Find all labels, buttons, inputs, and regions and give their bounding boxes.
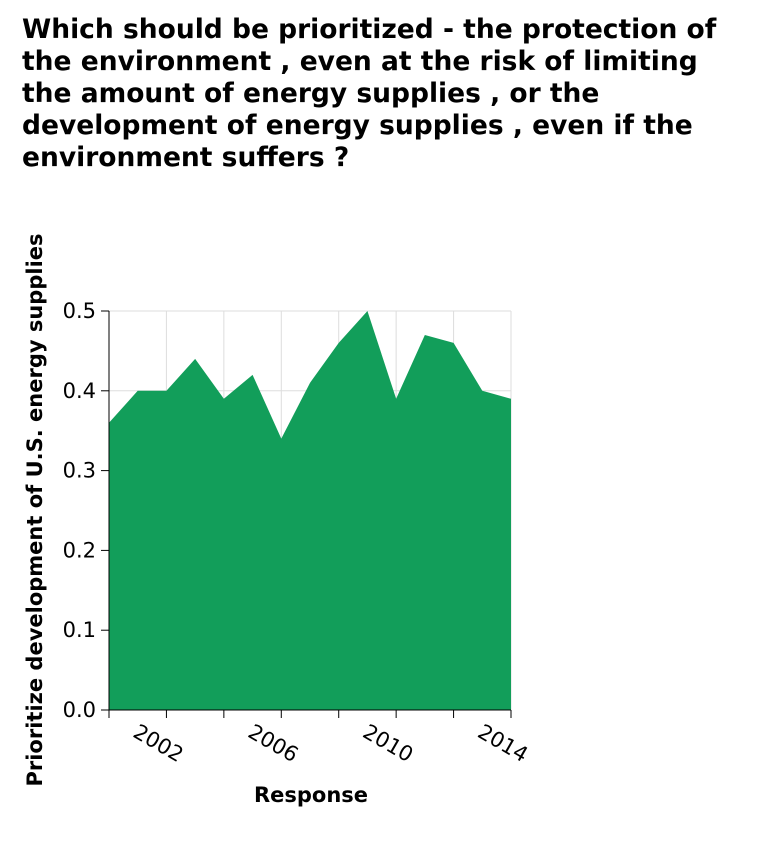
data-point <box>279 437 283 441</box>
y-tick-label: 0.5 <box>63 299 96 323</box>
data-point <box>509 397 513 401</box>
area-series <box>109 309 513 710</box>
y-axis-label: Prioritize development of U.S. energy su… <box>23 233 47 786</box>
axes <box>108 311 511 711</box>
data-point <box>251 373 255 377</box>
y-tick-label: 0.3 <box>63 459 96 483</box>
data-point <box>222 397 226 401</box>
x-axis-ticks: 2002 2006 2010 2014 <box>108 710 532 768</box>
data-point <box>193 357 197 361</box>
y-tick-label: 0.2 <box>63 538 96 562</box>
data-point <box>337 341 341 345</box>
data-point <box>480 389 484 393</box>
data-point <box>452 341 456 345</box>
data-point <box>423 333 427 337</box>
data-point <box>308 381 312 385</box>
data-point <box>394 397 398 401</box>
x-tick-label: 2014 <box>474 720 532 768</box>
y-axis-ticks: 0.0 0.1 0.2 0.3 0.4 0.5 <box>63 299 109 722</box>
x-axis-label: Response <box>254 783 368 807</box>
y-tick-label: 0.1 <box>63 618 96 642</box>
y-tick-label: 0.0 <box>63 698 96 722</box>
data-point <box>365 309 369 313</box>
data-point <box>136 389 140 393</box>
chart-title: Which should be prioritized - the protec… <box>22 14 717 173</box>
area-fill <box>109 311 511 710</box>
x-tick-label: 2006 <box>244 720 302 768</box>
x-tick-label: 2002 <box>129 720 187 768</box>
x-tick-label: 2010 <box>359 720 417 768</box>
data-point <box>164 389 168 393</box>
y-tick-label: 0.4 <box>63 379 96 403</box>
